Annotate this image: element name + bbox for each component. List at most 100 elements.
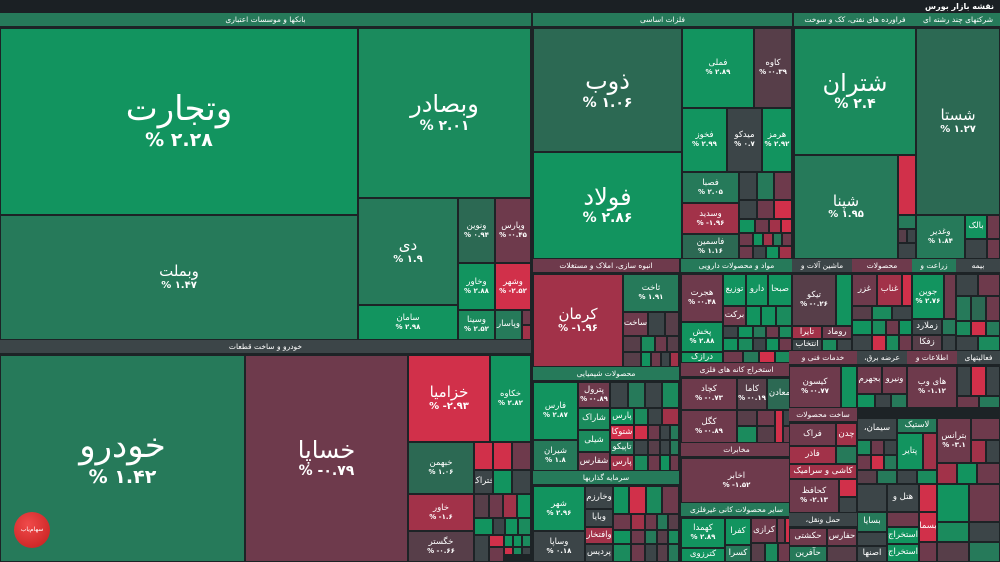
tile-fkhooz[interactable]: فخوز% ۲.۹۹ <box>682 108 727 172</box>
sector-multi-header[interactable]: شرکتهای چند رشته ای <box>916 13 1000 26</box>
tile-small[interactable] <box>875 394 891 408</box>
tile-small[interactable] <box>757 410 775 426</box>
tile-small[interactable] <box>512 442 531 470</box>
sector-insurance-header[interactable]: بیمه <box>956 259 1000 272</box>
tile-small[interactable] <box>503 494 517 518</box>
tile-small[interactable] <box>610 382 628 408</box>
tile-kasra[interactable]: کسرا <box>725 545 751 562</box>
tile-pars2[interactable]: پارس <box>610 455 634 471</box>
tile-petrol[interactable]: پترول% -۰.۸۹ <box>578 382 610 408</box>
tile-estkh1[interactable]: استخراج <box>887 527 919 544</box>
tile-hejrat[interactable]: هجرت% -۰.۴۸ <box>681 274 723 322</box>
tile-small[interactable] <box>667 336 679 352</box>
tile-small[interactable] <box>522 325 531 340</box>
tile-khtrak[interactable]: ختراک <box>474 470 493 494</box>
tile-small[interactable] <box>971 440 986 463</box>
tile-small[interactable] <box>956 336 978 351</box>
tile-small[interactable] <box>892 306 912 320</box>
tile-small[interactable] <box>872 335 886 351</box>
tile-lastik[interactable]: لاستیک <box>897 418 937 433</box>
tile-kerazi[interactable]: کرازی <box>751 518 777 543</box>
tile-small[interactable] <box>634 455 648 471</box>
tile-small[interactable] <box>489 535 504 547</box>
tile-small[interactable] <box>956 274 978 296</box>
tile-saman[interactable]: سامان% ۲.۹۸ <box>358 305 458 340</box>
tile-pars[interactable]: پارس <box>610 408 634 425</box>
tile-small[interactable] <box>857 470 877 484</box>
tile-small[interactable] <box>822 339 837 351</box>
tile-small[interactable] <box>942 335 956 351</box>
tile-siman[interactable]: سیمان، <box>857 418 897 440</box>
tile-small[interactable] <box>493 518 505 535</box>
tile-small[interactable] <box>645 514 657 530</box>
tile-ghaza[interactable]: غزر <box>852 274 877 306</box>
tile-small[interactable] <box>518 518 531 535</box>
tile-small[interactable] <box>942 319 956 335</box>
tile-small[interactable] <box>723 338 738 351</box>
sector-machinery-header[interactable]: ماشین آلات و <box>792 259 852 272</box>
tile-small[interactable] <box>766 326 779 338</box>
tile-small[interactable] <box>657 530 668 544</box>
tile-shrak[interactable]: شاراک <box>578 408 610 430</box>
tile-ktazavi[interactable]: کترزوی <box>681 548 725 562</box>
tile-ghenab[interactable]: غناب <box>877 274 902 306</box>
tile-khakava[interactable]: خکاوه% ۲.۸۲ <box>490 355 531 442</box>
tile-vniru[interactable]: ونیرو <box>882 366 907 394</box>
tile-small[interactable] <box>739 233 753 246</box>
tile-fasmin[interactable]: فاسمین% ۱.۱۶ <box>682 234 739 259</box>
tile-khavar[interactable]: خاور% -۱.۶ <box>408 494 474 531</box>
tile-small[interactable] <box>761 306 776 326</box>
tile-small[interactable] <box>977 463 1000 484</box>
tile-small[interactable] <box>648 455 660 471</box>
tile-small[interactable] <box>852 335 872 351</box>
sector-investment-header[interactable]: سرمایه گذاریها <box>533 471 679 484</box>
tile-small[interactable] <box>827 546 857 562</box>
tile-small[interactable] <box>661 352 670 367</box>
tile-tapiko[interactable]: تاپیکو <box>610 440 634 455</box>
tile-small[interactable] <box>773 233 782 246</box>
tile-small[interactable] <box>629 486 646 514</box>
tile-entekhab[interactable]: انتخاب <box>792 339 822 351</box>
tile-hotel[interactable]: هتل و <box>887 484 919 512</box>
tile-faraq[interactable]: فراک <box>789 423 836 446</box>
tile-small[interactable] <box>513 547 522 555</box>
tile-small[interactable] <box>857 484 887 512</box>
tile-small[interactable] <box>493 442 512 470</box>
tile-small[interactable] <box>957 366 971 396</box>
tile-small[interactable] <box>645 544 657 562</box>
tile-small[interactable] <box>978 336 1000 351</box>
tile-kerman[interactable]: کرمان% -۱.۹۶ <box>533 274 623 367</box>
tile-ptayer[interactable]: پتایر <box>897 433 923 470</box>
tile-small[interactable] <box>766 246 779 259</box>
tile-small[interactable] <box>504 547 513 555</box>
tile-small[interactable] <box>969 542 1000 562</box>
sector-info-header[interactable]: اطلاعات و <box>907 351 957 364</box>
tile-daro[interactable]: دارو <box>746 274 768 306</box>
tile-small[interactable] <box>648 440 660 455</box>
tile-shili[interactable]: شیلی <box>578 430 610 452</box>
sector-banks-header[interactable]: بانکها و موسسات اعتباری <box>0 13 531 26</box>
tile-vsadid[interactable]: وسدید% -۱.۹۶ <box>682 203 739 234</box>
tile-small[interactable] <box>872 320 886 335</box>
tile-asfha[interactable]: اصنها <box>857 546 887 562</box>
sector-auto-header[interactable]: خودرو و ساخت قطعات <box>0 340 531 353</box>
tile-small[interactable] <box>628 382 645 408</box>
tile-small[interactable] <box>871 455 884 470</box>
tile-akhaber[interactable]: اخابر% -۱.۵۲ <box>681 458 792 503</box>
tile-small[interactable] <box>899 320 912 335</box>
tile-small[interactable] <box>668 544 679 562</box>
tile-small[interactable] <box>957 396 979 408</box>
tile-small[interactable] <box>969 484 1000 522</box>
tile-small[interactable] <box>631 544 645 562</box>
tile-small[interactable] <box>660 440 670 455</box>
tile-small[interactable] <box>757 426 775 443</box>
tile-small[interactable] <box>655 336 667 352</box>
sector-manufacture-header[interactable]: ساخت محصولات <box>789 408 857 421</box>
tile-small[interactable] <box>670 352 679 367</box>
sector-power-header[interactable]: عرضه برق، <box>857 351 907 364</box>
tile-small[interactable] <box>648 425 660 440</box>
sector-oil-header[interactable]: فراورده های نفتی، کک و سوخت <box>794 13 916 26</box>
tile-kachad[interactable]: کچاد% -۰.۷۳ <box>681 378 737 410</box>
tile-small[interactable] <box>623 336 641 352</box>
tile-small[interactable] <box>493 470 512 494</box>
